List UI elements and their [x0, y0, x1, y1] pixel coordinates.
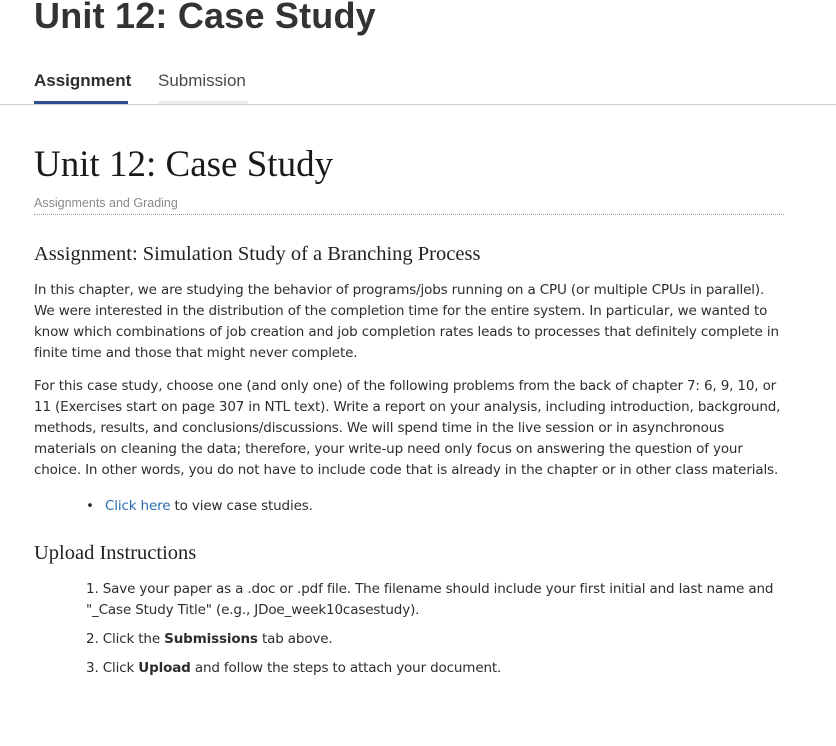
step-text: and follow the steps to attach your docu… [190, 660, 502, 676]
tab-bar: Assignment Submission [0, 60, 836, 105]
upload-steps-list: 1. Save your paper as a .doc or .pdf fil… [34, 579, 784, 679]
instructions-paragraph: For this case study, choose one (and onl… [34, 378, 781, 478]
upload-heading: Upload Instructions [34, 542, 197, 564]
assignment-content: Unit 12: Case Study Assignments and Grad… [34, 140, 784, 687]
upload-step-2: 2. Click the Submissions tab above. [86, 629, 784, 650]
case-studies-list: • Click here to view case studies. [34, 496, 784, 517]
upload-step-1: 1. Save your paper as a .doc or .pdf fil… [86, 579, 784, 621]
step-text: Click the [102, 631, 165, 647]
step-text: tab above. [257, 631, 333, 647]
step-text: Save your paper as a .doc or .pdf file. … [86, 581, 774, 618]
tab-submission[interactable]: Submission [158, 60, 248, 104]
list-item: • Click here to view case studies. [86, 496, 784, 517]
tab-assignment[interactable]: Assignment [34, 60, 131, 104]
bullet-icon: • [86, 498, 94, 514]
page-header-title: Unit 12: Case Study [34, 0, 376, 36]
content-subtitle: Assignments and Grading [34, 196, 784, 215]
step-number: 1. [86, 581, 103, 597]
case-studies-link-suffix: to view case studies. [170, 498, 313, 514]
upload-step-3: 3. Click Upload and follow the steps to … [86, 658, 784, 679]
step-number: 3. [86, 660, 103, 676]
step-text: Click [102, 660, 139, 676]
case-studies-link[interactable]: Click here [105, 498, 171, 514]
step-number: 2. [86, 631, 103, 647]
assignment-heading: Assignment: Simulation Study of a Branch… [34, 243, 481, 265]
submissions-keyword: Submissions [164, 631, 258, 647]
intro-paragraph: In this chapter, we are studying the beh… [34, 282, 779, 361]
content-title: Unit 12: Case Study [34, 144, 334, 185]
upload-keyword: Upload [138, 660, 191, 676]
